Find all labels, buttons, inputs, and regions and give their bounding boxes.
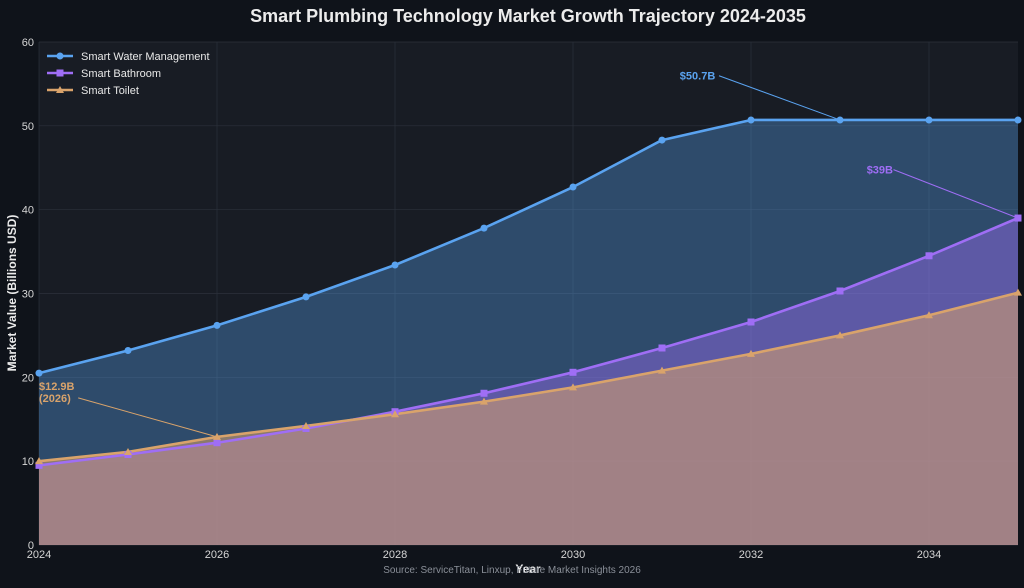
point-smart-water-management [1014, 116, 1022, 124]
point-smart-water-management [213, 321, 221, 329]
series-markers [35, 116, 1022, 469]
legend-label: Smart Water Management [81, 51, 210, 63]
legend-label: Smart Toilet [81, 85, 139, 97]
point-smart-bathroom [480, 389, 488, 397]
annotation-arrow [718, 75, 841, 121]
line-smart-water-management [38, 118, 1018, 375]
x-tick-label: 2030 [561, 549, 585, 561]
x-axis-label: Year [515, 562, 541, 576]
x-tick-label: 2028 [383, 549, 407, 561]
legend-label: Smart Bathroom [81, 68, 161, 80]
point-smart-toilet [35, 457, 43, 465]
y-tick-label: 20 [22, 372, 34, 384]
y-axis-label: Market Value (Billions USD) [5, 215, 19, 372]
point-smart-water-management [569, 183, 577, 191]
point-smart-toilet [658, 366, 666, 374]
point-smart-water-management [658, 136, 666, 144]
legend-marker [56, 69, 64, 77]
point-smart-bathroom [925, 252, 933, 260]
point-smart-water-management [391, 261, 399, 269]
line-smart-bathroom [38, 216, 1019, 467]
point-smart-water-management [925, 116, 933, 124]
chart-title: Smart Plumbing Technology Market Growth … [250, 6, 806, 26]
point-smart-toilet [391, 410, 399, 418]
y-tick-label: 60 [22, 37, 34, 49]
point-smart-toilet [747, 349, 755, 357]
y-tick-label: 0 [28, 540, 34, 552]
x-tick-label: 2024 [27, 549, 51, 561]
point-smart-bathroom [836, 287, 844, 295]
point-smart-toilet [925, 311, 933, 319]
point-smart-bathroom [35, 461, 43, 469]
area-fills [39, 119, 1018, 546]
x-tick-label: 2026 [205, 549, 229, 561]
point-smart-toilet [569, 383, 577, 391]
annotation-arrow [893, 169, 1019, 219]
y-tick-label: 40 [22, 205, 34, 217]
point-smart-bathroom [747, 318, 755, 326]
y-tick-label: 50 [22, 121, 34, 133]
point-smart-water-management [124, 347, 132, 355]
point-smart-bathroom [658, 344, 666, 352]
point-smart-water-management [35, 369, 43, 377]
annotation-arrow [78, 397, 218, 438]
y-tick-label: 30 [22, 289, 34, 301]
annotation-label: $12.9B (2026) [39, 381, 75, 405]
line-smart-toilet [38, 291, 1019, 463]
area-smart-toilet [39, 292, 1018, 545]
point-smart-water-management [747, 116, 755, 124]
point-smart-water-management [302, 293, 310, 301]
point-smart-bathroom [569, 368, 577, 376]
x-tick-label: 2032 [739, 549, 763, 561]
legend: Smart Water Management Smart Bathroom Smar… [47, 51, 210, 97]
point-smart-water-management [480, 224, 488, 232]
x-tick-label: 2034 [917, 549, 941, 561]
series-lines [38, 118, 1019, 467]
point-smart-toilet [836, 331, 844, 339]
point-smart-toilet [480, 397, 488, 405]
source-note: Source: ServiceTitan, Linxup, Future Mar… [383, 565, 641, 576]
annotation-label: $39B [867, 165, 893, 177]
point-smart-toilet [302, 421, 310, 429]
legend-marker [56, 52, 64, 60]
point-smart-toilet [1014, 288, 1022, 296]
y-tick-label: 10 [22, 456, 34, 468]
point-smart-bathroom [213, 439, 221, 447]
annotations: $50.7B $39B $12.9B (2026) [39, 71, 1019, 438]
annotation-label: $50.7B [680, 71, 716, 83]
legend-marker [56, 86, 64, 93]
point-smart-toilet [124, 447, 132, 455]
